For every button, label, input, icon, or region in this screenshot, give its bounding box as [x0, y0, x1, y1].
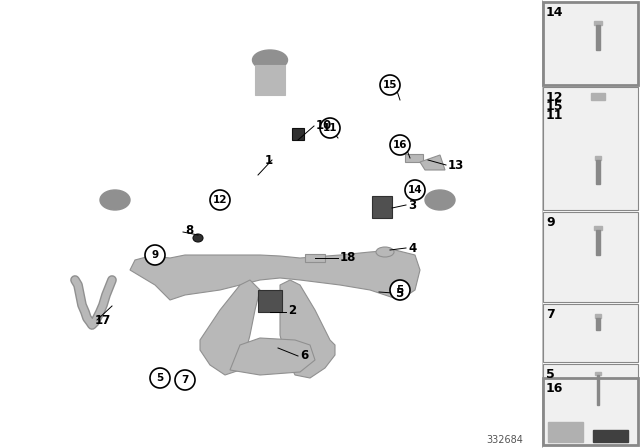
- Text: 13: 13: [448, 159, 464, 172]
- Bar: [292, 128, 304, 140]
- Bar: [596, 230, 600, 255]
- Polygon shape: [200, 280, 260, 375]
- Circle shape: [150, 368, 170, 388]
- Bar: [595, 21, 602, 25]
- Text: 14: 14: [546, 6, 563, 19]
- Text: 2: 2: [288, 303, 296, 316]
- Circle shape: [405, 180, 425, 200]
- Text: 8: 8: [185, 224, 193, 237]
- Polygon shape: [130, 250, 420, 300]
- Bar: [543, 304, 638, 362]
- Text: 16: 16: [393, 140, 407, 150]
- Bar: [595, 314, 602, 318]
- Circle shape: [145, 245, 165, 265]
- Text: 12: 12: [212, 195, 227, 205]
- Ellipse shape: [253, 50, 287, 70]
- Circle shape: [390, 135, 410, 155]
- Text: 9: 9: [546, 216, 555, 229]
- Bar: [595, 156, 602, 160]
- Bar: [596, 25, 600, 50]
- Bar: [305, 254, 325, 262]
- Text: 15: 15: [383, 80, 397, 90]
- Ellipse shape: [425, 190, 455, 210]
- Bar: [543, 87, 638, 210]
- Text: 9: 9: [152, 250, 159, 260]
- Text: 16: 16: [546, 382, 563, 395]
- Ellipse shape: [193, 234, 203, 242]
- Text: 7: 7: [181, 375, 189, 385]
- Text: 1: 1: [265, 154, 273, 167]
- Text: 7: 7: [546, 308, 555, 321]
- Bar: [591, 93, 605, 100]
- Bar: [595, 225, 602, 230]
- Text: 5: 5: [396, 285, 404, 295]
- Bar: [258, 290, 282, 312]
- Circle shape: [380, 75, 400, 95]
- Text: 10: 10: [316, 119, 332, 132]
- Polygon shape: [420, 155, 445, 170]
- Bar: [543, 364, 638, 417]
- Polygon shape: [280, 280, 335, 378]
- Circle shape: [210, 190, 230, 210]
- Circle shape: [320, 118, 340, 138]
- Bar: [596, 318, 600, 330]
- Text: 332684: 332684: [486, 435, 524, 445]
- Bar: [543, 378, 638, 445]
- Bar: [255, 65, 285, 95]
- Text: 12: 12: [546, 91, 563, 104]
- Polygon shape: [230, 338, 315, 375]
- Text: 5: 5: [546, 368, 555, 381]
- Text: 18: 18: [340, 250, 356, 263]
- Bar: [596, 160, 600, 184]
- Bar: [405, 154, 423, 162]
- Text: 5: 5: [395, 287, 403, 300]
- Bar: [548, 422, 583, 442]
- Text: 15: 15: [546, 100, 563, 113]
- Bar: [543, 2, 638, 85]
- Text: 14: 14: [408, 185, 422, 195]
- Text: 17: 17: [95, 314, 111, 327]
- Text: 3: 3: [408, 198, 416, 211]
- Text: 5: 5: [156, 373, 164, 383]
- Circle shape: [175, 370, 195, 390]
- Bar: [596, 375, 599, 405]
- Text: 11: 11: [546, 109, 563, 122]
- Text: 4: 4: [408, 241, 416, 254]
- Text: 6: 6: [300, 349, 308, 362]
- Bar: [595, 371, 600, 375]
- Text: 11: 11: [323, 123, 337, 133]
- Bar: [543, 212, 638, 302]
- Circle shape: [390, 280, 410, 300]
- Bar: [593, 430, 628, 442]
- Ellipse shape: [100, 190, 130, 210]
- Bar: [372, 196, 392, 218]
- Ellipse shape: [376, 247, 394, 257]
